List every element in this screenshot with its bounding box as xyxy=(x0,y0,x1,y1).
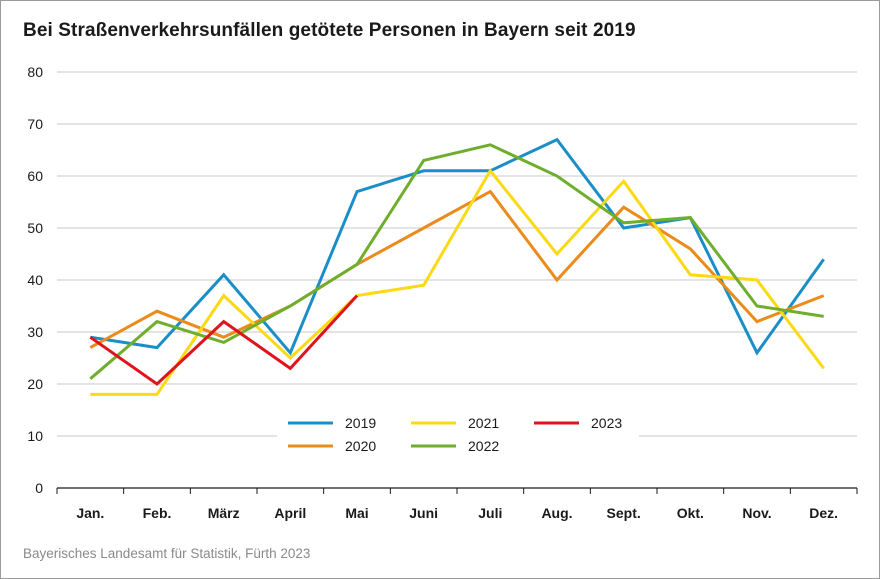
legend-label-2019: 2019 xyxy=(345,415,376,431)
x-tick-label: April xyxy=(274,505,306,521)
y-tick-label: 50 xyxy=(27,220,43,236)
x-tick-label: Okt. xyxy=(677,505,704,521)
x-tick-label: Feb. xyxy=(143,505,172,521)
x-tick-label: Aug. xyxy=(541,505,572,521)
x-tick-label: Sept. xyxy=(607,505,641,521)
chart-title: Bei Straßenverkehrsunfällen getötete Per… xyxy=(23,20,636,41)
y-tick-label: 60 xyxy=(27,168,43,184)
x-tick-label: Juni xyxy=(409,505,438,521)
source-note: Bayerisches Landesamt für Statistik, Für… xyxy=(23,546,311,561)
y-tick-label: 0 xyxy=(35,480,43,496)
x-tick-label: Dez. xyxy=(809,505,838,521)
x-tick-label: Juli xyxy=(478,505,502,521)
y-tick-label: 20 xyxy=(27,376,43,392)
legend-background xyxy=(277,409,639,459)
series-line-2019 xyxy=(90,137,825,356)
x-tick-label: März xyxy=(208,505,240,521)
series-line-2021 xyxy=(90,168,825,396)
x-tick-label: Mai xyxy=(345,505,368,521)
legend-label-2023: 2023 xyxy=(591,415,622,431)
legend-label-2021: 2021 xyxy=(468,415,499,431)
series-line-2020 xyxy=(89,189,825,349)
series-line-2023 xyxy=(89,294,359,386)
x-tick-label: Nov. xyxy=(742,505,771,521)
y-tick-label: 10 xyxy=(27,428,43,444)
x-tick-label: Jan. xyxy=(76,505,104,521)
y-tick-label: 40 xyxy=(27,272,43,288)
y-tick-label: 70 xyxy=(27,116,43,132)
legend-label-2022: 2022 xyxy=(468,438,499,454)
y-tick-label: 30 xyxy=(27,324,43,340)
series-line-2022 xyxy=(89,143,824,380)
y-tick-label: 80 xyxy=(27,64,43,80)
legend-label-2020: 2020 xyxy=(345,438,376,454)
